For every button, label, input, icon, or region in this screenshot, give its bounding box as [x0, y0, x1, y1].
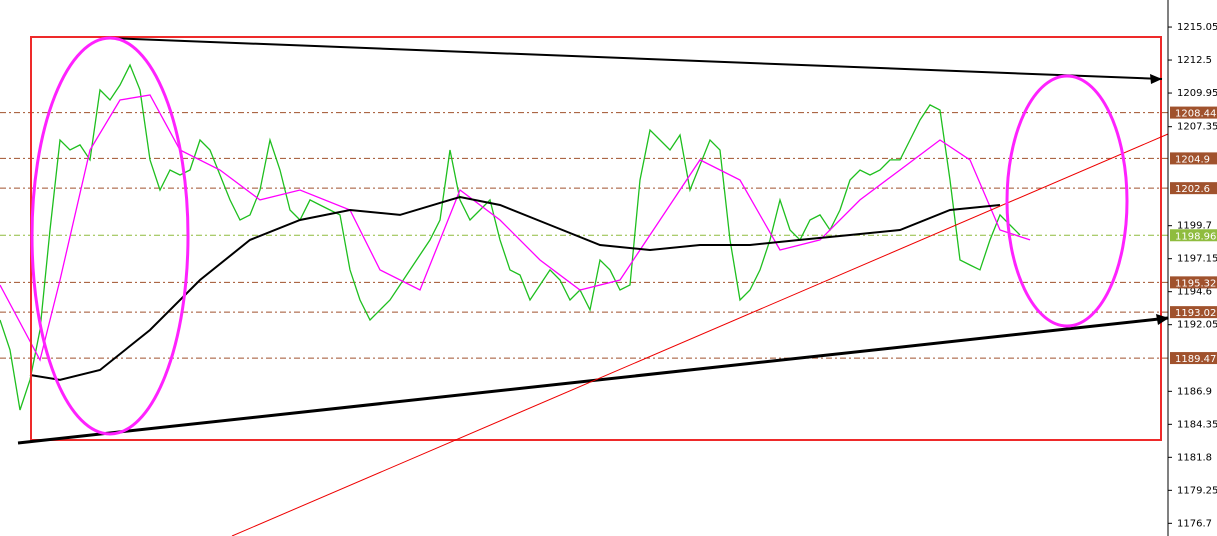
plot	[0, 63, 1031, 411]
upper-trend	[107, 37, 1163, 80]
y-tick-label: 1197.15	[1177, 254, 1217, 265]
support-line	[231, 133, 1169, 536]
arrow-head	[1156, 314, 1169, 325]
level-label: 1195.32	[1175, 278, 1216, 289]
series-line	[0, 94, 1031, 362]
y-tick-label: 1207.35	[1177, 122, 1217, 133]
highlight-ellipse	[30, 36, 190, 436]
y-tick-label: 1192.05	[1177, 320, 1217, 331]
level-box	[1170, 276, 1217, 289]
level-label: 1202.6	[1175, 184, 1210, 195]
level-label: 1204.9	[1175, 154, 1210, 165]
y-axis-labels: 1215.05 1212.5 1209.95 1207.35 1199.7 1197.15…	[1168, 22, 1217, 529]
y-tick-label: 1194.6	[1177, 287, 1212, 298]
highlight-ellipse	[1005, 74, 1129, 328]
y-tick-label: 1179.25	[1177, 485, 1217, 496]
level-label: 1189.47	[1175, 354, 1216, 365]
level-box	[1170, 352, 1217, 365]
series-line	[0, 63, 1021, 411]
y-tick-label: 1186.9	[1177, 386, 1212, 397]
y-tick-label: 1181.8	[1177, 452, 1212, 463]
level-label: 1208.44	[1175, 109, 1216, 120]
level-box	[1170, 182, 1217, 195]
level-box	[1170, 229, 1217, 242]
levels	[0, 112, 1168, 359]
y-tick-label: 1176.7	[1177, 518, 1212, 529]
y-tick-label: 1209.95	[1177, 88, 1217, 99]
series-line	[29, 195, 1001, 381]
level-label: 1198.96	[1175, 231, 1216, 242]
y-tick-label: 1212.5	[1177, 55, 1212, 66]
level-box	[1170, 152, 1217, 165]
level-box	[1170, 106, 1217, 119]
level-box	[1170, 306, 1217, 319]
y-tick-label: 1184.35	[1177, 419, 1217, 430]
level-label: 1193.02	[1175, 308, 1216, 319]
y-tick-label: 1199.7	[1177, 221, 1212, 232]
arrow-head	[1150, 74, 1162, 84]
y-tick-label: 1215.05	[1177, 22, 1217, 33]
